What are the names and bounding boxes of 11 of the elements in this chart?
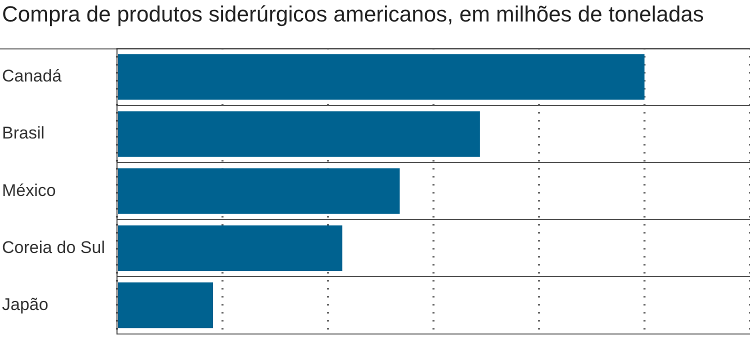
bar xyxy=(118,54,644,100)
bar xyxy=(118,168,400,214)
bar xyxy=(118,282,214,328)
chart-title: Compra de produtos siderúrgicos americanos, em milhões de toneladas xyxy=(2,1,704,26)
y-tick-label: Canadá xyxy=(2,66,62,86)
y-tick-label: Coreia do Sul xyxy=(2,238,106,257)
y-tick-label: México xyxy=(2,180,56,200)
y-tick-label: Brasil xyxy=(2,124,45,143)
y-tick-label: Japão xyxy=(2,294,48,314)
bar xyxy=(118,111,480,157)
bar xyxy=(118,225,342,272)
